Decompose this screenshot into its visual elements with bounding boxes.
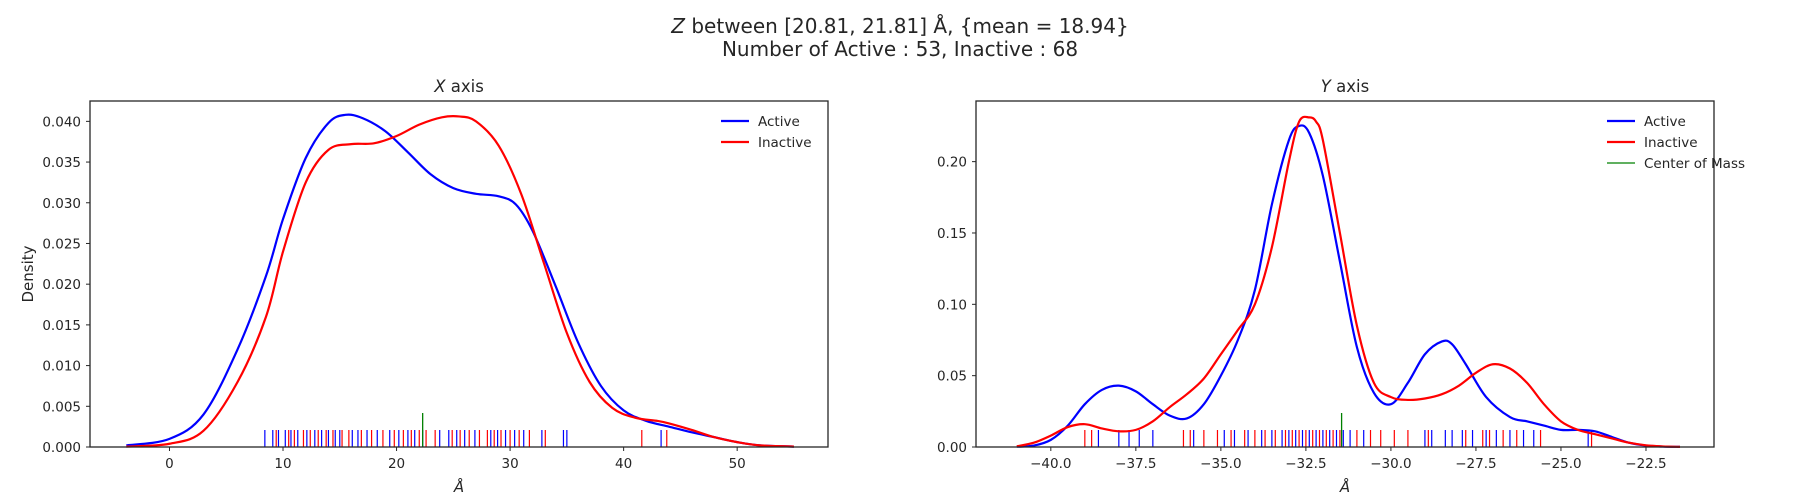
- legend-label-center-of-mass: Center of Mass: [1644, 156, 1745, 172]
- y-tick-label: 0.030: [42, 196, 81, 212]
- y-tick-label: 0.10: [937, 297, 967, 313]
- y-axis-density-plot: Y axis −40.0 −37.5 −35.0 −32.5 −30.0 −27.5 −25.…: [937, 77, 1745, 496]
- y-tick-label: 0.035: [42, 155, 81, 171]
- y-tick-label: 0.020: [42, 277, 81, 293]
- x-tick-label: −22.5: [1625, 456, 1666, 472]
- legend-label-inactive: Inactive: [1644, 135, 1698, 151]
- y-tick-label: 0.20: [937, 155, 967, 171]
- x-tick-label: 50: [729, 456, 746, 472]
- y-tick-label: 0.025: [42, 236, 81, 252]
- x-tick-label: 40: [615, 456, 632, 472]
- panel-title-rest: axis: [1331, 77, 1369, 96]
- x-tick-label: −37.5: [1115, 456, 1156, 472]
- x-tick-label: −25.0: [1540, 456, 1581, 472]
- x-axis-label: Å: [1339, 477, 1350, 496]
- y-tick-label: 0.00: [937, 440, 967, 456]
- axes-frame: [975, 100, 1715, 448]
- legend-label-inactive: Inactive: [758, 135, 812, 151]
- panel-title-var: Y: [1321, 77, 1333, 96]
- x-tick-label: −27.5: [1455, 456, 1496, 472]
- y-tick-label: 0.005: [42, 399, 81, 415]
- y-tick-label: 0.05: [937, 369, 967, 385]
- figure-title-var: Z: [670, 14, 686, 38]
- y-tick-label: 0.15: [937, 226, 967, 242]
- figure-title-rest: between [20.81, 21.81] Å, {mean = 18.94}: [685, 14, 1129, 38]
- series-line-inactive: [1016, 115, 1681, 448]
- series-line-active: [1016, 124, 1681, 448]
- panel-title-var: X: [433, 77, 446, 96]
- x-tick-label: 30: [501, 456, 518, 472]
- legend-label-active: Active: [758, 114, 800, 130]
- x-tick-label: −40.0: [1030, 456, 1071, 472]
- series-line-inactive: [126, 114, 794, 448]
- x-tick-label: −30.0: [1370, 456, 1411, 472]
- y-tick-label: 0.015: [42, 318, 81, 334]
- figure-title-line2: Number of Active : 53, Inactive : 68: [722, 37, 1078, 61]
- x-tick-label: 0: [165, 456, 174, 472]
- axes-frame: [89, 100, 829, 448]
- x-tick-label: 20: [388, 456, 405, 472]
- x-axis-density-plot: X axis 0 10 20 30 40 50 0.000 0.005 0.010 0.015 0.0…: [19, 77, 829, 496]
- y-tick-label: 0.010: [42, 359, 81, 375]
- legend-label-active: Active: [1644, 114, 1686, 130]
- figure-title-line1: Z between [20.81, 21.81] Å, {mean = 18.9…: [670, 14, 1128, 38]
- x-tick-label: −32.5: [1285, 456, 1326, 472]
- y-tick-label: 0.000: [42, 440, 81, 456]
- x-tick-label: −35.0: [1200, 456, 1241, 472]
- y-tick-label: 0.040: [42, 114, 81, 130]
- panel-title: X axis: [433, 77, 484, 96]
- panel-title-rest: axis: [446, 77, 484, 96]
- series-line-active: [126, 113, 794, 448]
- x-axis-label: Å: [453, 477, 464, 496]
- panel-title: Y axis: [1321, 77, 1369, 96]
- y-axis-label: Density: [19, 245, 37, 302]
- x-tick-label: 10: [274, 456, 291, 472]
